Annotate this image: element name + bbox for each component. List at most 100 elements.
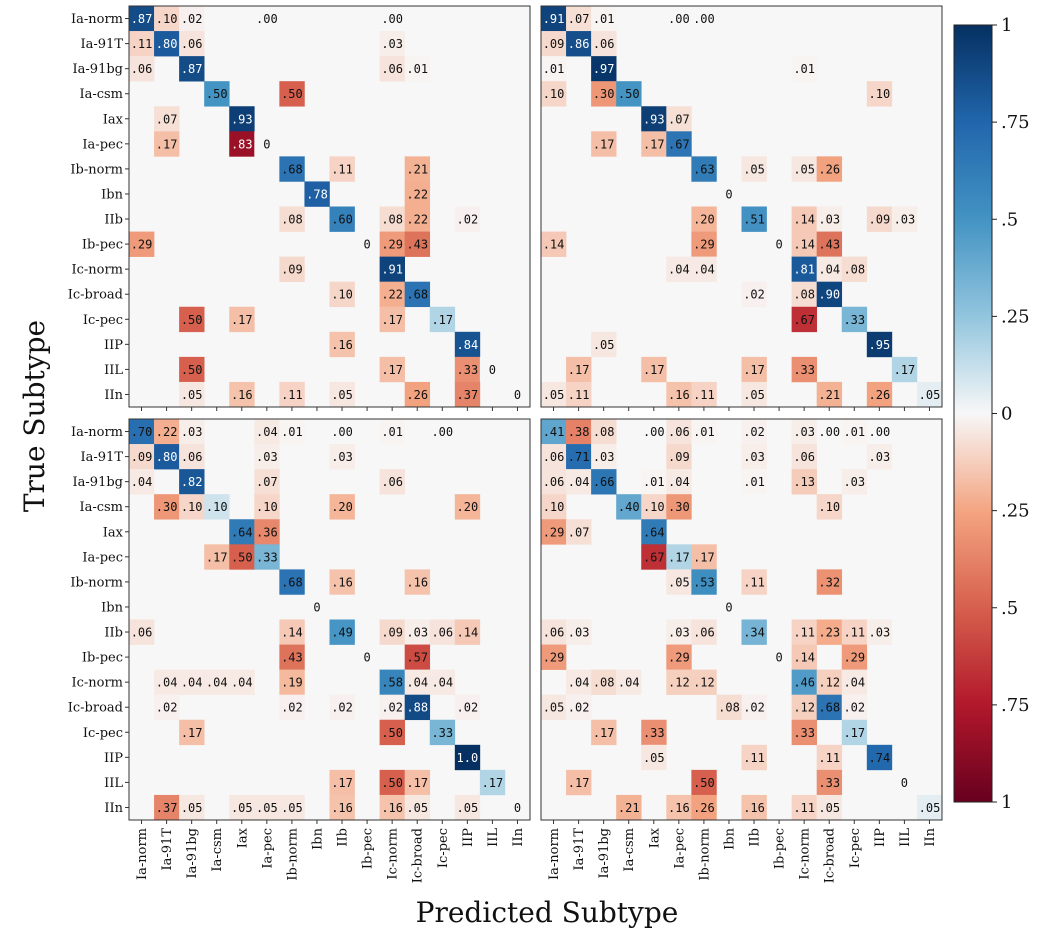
heatmap-cell [379, 306, 405, 333]
cell-value-label: .17 [643, 137, 665, 151]
heatmap-cell [866, 381, 893, 408]
heatmap-cell [791, 156, 817, 182]
heatmap-cell [404, 644, 431, 670]
cell-value-label: .06 [543, 626, 565, 640]
colorbar-tick-label: 1 [1001, 792, 1012, 813]
heatmap-cell [791, 206, 817, 232]
cell-value-label: .17 [593, 726, 615, 740]
heatmap-cell [791, 281, 817, 308]
heatmap-cell [279, 619, 305, 645]
cell-value-label: .10 [818, 500, 840, 514]
heatmap-cell [666, 6, 692, 32]
cell-value-label: .00 [431, 425, 453, 439]
cell-value-label: .02 [743, 425, 765, 439]
heatmap-cell [429, 669, 456, 695]
cell-value-label: .17 [568, 776, 590, 790]
cell-value-label: .10 [156, 12, 178, 26]
heatmap-cell [916, 794, 943, 821]
heatmap-cell [454, 494, 481, 520]
cell-value-label: .37 [457, 388, 479, 402]
x-tick-label: IIb [748, 828, 763, 847]
cell-value-label: .13 [793, 475, 815, 489]
cell-value-label: .53 [693, 575, 715, 589]
heatmap-cell [254, 469, 280, 495]
cell-value-label: .00 [693, 12, 715, 26]
cell-value-label: .06 [431, 626, 453, 640]
cell-value-label: .05 [281, 801, 303, 815]
heatmap-cell [404, 156, 431, 182]
heatmap-cell [204, 669, 230, 695]
cell-value-label: .29 [543, 651, 565, 665]
heatmap-cell [816, 281, 843, 308]
cell-value-label: .03 [869, 626, 891, 640]
heatmap-cell [791, 469, 817, 495]
heatmap-cell [179, 6, 205, 32]
cell-value-label: .08 [281, 213, 303, 227]
heatmap-cell [154, 106, 180, 132]
heatmap-cell [691, 6, 717, 32]
cell-value-label: .05 [818, 801, 840, 815]
heatmap-cell [479, 769, 506, 796]
heatmap-cell [304, 181, 330, 207]
panel-top-left: .87.10.02.00.00.11.80.06.03.06.87.06.01.… [68, 5, 531, 411]
cell-value-label: .02 [568, 701, 590, 715]
heatmap-cell [404, 694, 431, 721]
cell-value-label: .43 [406, 238, 428, 252]
cell-value-label: .58 [381, 676, 403, 690]
heatmap-cell [816, 256, 843, 282]
heatmap-cell [179, 719, 205, 746]
cell-value-label: .17 [206, 550, 228, 564]
colorbar-tick-label: .75 [1001, 112, 1030, 133]
heatmap-cell [666, 444, 692, 470]
cell-value-label: .05 [643, 751, 665, 765]
cell-value-label: .11 [843, 626, 865, 640]
cell-value-label: .00 [869, 425, 891, 439]
cell-value-label: .16 [331, 338, 353, 352]
heatmap-cell [866, 744, 893, 771]
heatmap-cell [479, 356, 506, 383]
cell-value-label: .16 [231, 388, 253, 402]
cell-value-label: .05 [231, 801, 253, 815]
cell-value-label: 0 [313, 600, 320, 614]
cell-value-label: .32 [818, 575, 840, 589]
cell-value-label: .08 [593, 425, 615, 439]
heatmap-cell [641, 469, 667, 495]
cell-value-label: .12 [818, 676, 840, 690]
cell-value-label: .16 [668, 388, 690, 402]
heatmap-cell [666, 544, 692, 570]
heatmap-cell [454, 619, 481, 645]
heatmap-cell [279, 81, 305, 107]
cell-value-label: .14 [793, 651, 815, 665]
heatmap-cell [816, 769, 843, 796]
heatmap-cell [841, 306, 868, 333]
heatmap-cell [566, 381, 592, 408]
cell-value-label: .03 [793, 425, 815, 439]
heatmap-cell [641, 494, 667, 520]
cell-value-label: .05 [181, 801, 203, 815]
heatmap-cell [254, 131, 280, 157]
heatmap-cell [379, 6, 405, 32]
heatmap-cell [741, 744, 767, 771]
x-tick-label: Ia-91T [160, 828, 175, 871]
heatmap-cell [179, 794, 205, 821]
heatmap-cell [404, 181, 431, 207]
cell-value-label: .03 [181, 425, 203, 439]
heatmap-cell [454, 381, 481, 408]
cell-value-label: .16 [331, 575, 353, 589]
x-tick-label: Ia-csm [210, 828, 225, 872]
x-tick-label: Ib-pec [361, 828, 376, 869]
cell-value-label: .30 [593, 87, 615, 101]
cell-value-label: .43 [818, 238, 840, 252]
heatmap-cell [841, 694, 868, 721]
heatmap-cell [179, 31, 205, 57]
heatmap-cell [741, 419, 767, 445]
y-tick-label: Ia-pec [82, 137, 123, 152]
x-tick-label: Ic-broad [411, 828, 426, 883]
cell-value-label: .91 [381, 263, 403, 277]
cell-value-label: .03 [593, 450, 615, 464]
heatmap-cell [841, 619, 868, 645]
cell-value-label: .03 [818, 213, 840, 227]
heatmap-cell [816, 619, 843, 645]
cell-value-label: .38 [568, 425, 590, 439]
